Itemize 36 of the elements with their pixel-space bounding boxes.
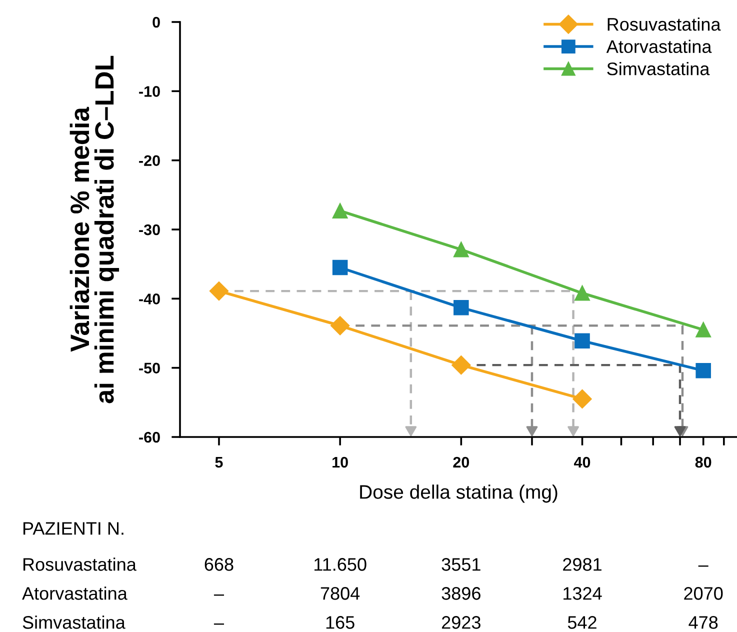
text: 11.650 [314,558,366,571]
x-tick-label: 5 [215,457,223,468]
y-tick-label: 0 [152,16,160,28]
text: 478 [688,616,718,629]
x-tick-label: 20 [453,456,470,468]
legend-label: Rosuvastatina [608,18,721,31]
text: – [214,623,224,625]
text: 3896 [442,587,480,600]
legend-label: Simvastatina [607,62,710,76]
text: PAZIENTI N. [23,522,124,535]
text: Rosuvastatina [23,558,136,571]
x-axis-title: Dose della statina (mg) [360,484,558,503]
y-tick-label: -10 [139,86,160,97]
text: 165 [326,616,354,629]
y-tick-label: -40 [139,294,160,304]
y-tick-label: -50 [139,362,160,374]
x-tick-label: 40 [574,456,590,468]
x-tick-label: 80 [695,456,712,468]
text: Atorvastatina [22,586,128,600]
x-tick-label: 10 [332,456,348,468]
text: 3551 [442,558,480,571]
text: 1324 [564,587,602,600]
text: 2981 [563,558,602,571]
text: 2923 [442,616,480,629]
y-tick-label: -20 [139,155,160,166]
text: 2070 [684,587,723,600]
text: 668 [204,558,234,571]
text: – [698,565,708,567]
text: Simvastatina [22,616,126,629]
y-tick-label: -60 [139,432,160,443]
text: – [214,594,224,596]
y-axis-title: Variazione % media ai minimi quadrati di C–LDL [70,56,120,404]
y-tick-label: -30 [139,224,160,236]
legend-label: Atorvastatina [606,40,712,54]
text: 542 [568,616,596,629]
text: 7804 [320,587,360,600]
